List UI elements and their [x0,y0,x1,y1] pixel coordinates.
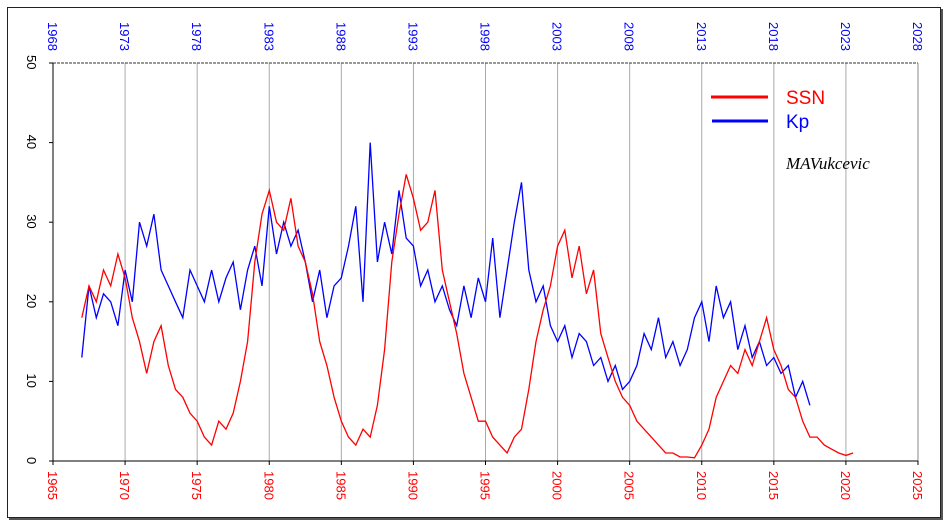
legend: SSN Kp MAVukcevic [711,88,870,173]
x-tick-label-top: 2018 [766,22,781,51]
x-tick-label-top: 1988 [333,22,348,51]
x-tick-label-top: 1993 [405,22,420,51]
x-tick-label-bottom: 1990 [405,471,420,500]
x-tick-label-top: 2028 [910,22,925,51]
series-line-ssn [81,174,854,459]
legend-ssn-label: SSN [786,88,825,109]
x-tick-label-top: 2023 [838,22,853,51]
x-tick-label-top: 2003 [550,22,565,51]
y-tick-label: 10 [24,373,39,387]
x-tick-label-top: 1968 [45,22,60,51]
x-tick-label-top: 2013 [694,22,709,51]
x-tick-label-bottom: 2015 [766,471,781,500]
x-tick-label-top: 1978 [189,22,204,51]
y-tick-label: 40 [24,135,39,149]
chart-frame [7,7,941,518]
x-tick-label-top: 2008 [622,22,637,51]
y-tick-label: 30 [24,214,39,228]
x-tick-label-bottom: 2010 [694,471,709,500]
x-tick-label-bottom: 1965 [45,471,60,500]
x-tick-label-bottom: 2020 [838,471,853,500]
series-line-kp [81,142,811,406]
x-tick-label-bottom: 1970 [117,471,132,500]
x-tick-label-top: 1983 [261,22,276,51]
y-tick-label: 20 [24,294,39,308]
x-tick-label-bottom: 1975 [189,471,204,500]
y-tick-label: 0 [24,457,39,464]
x-tick-label-bottom: 1985 [333,471,348,500]
x-tick-label-bottom: 1995 [478,471,493,500]
axes: 1965 1968 1970 1973 1975 1978 1980 1983 1985 1988… [24,22,925,500]
series-lines [81,142,854,459]
x-tick-label-top: 1998 [478,22,493,51]
gridlines [124,63,847,461]
x-tick-label-bottom: 1980 [261,471,276,500]
author-signature: MAVukcevic [785,154,870,173]
legend-kp-label: Kp [786,112,809,133]
y-tick-label: 50 [24,55,39,69]
x-tick-label-top: 1973 [117,22,132,51]
x-tick-label-bottom: 2000 [550,471,565,500]
x-tick-label-bottom: 2025 [910,471,925,500]
x-tick-label-bottom: 2005 [622,471,637,500]
